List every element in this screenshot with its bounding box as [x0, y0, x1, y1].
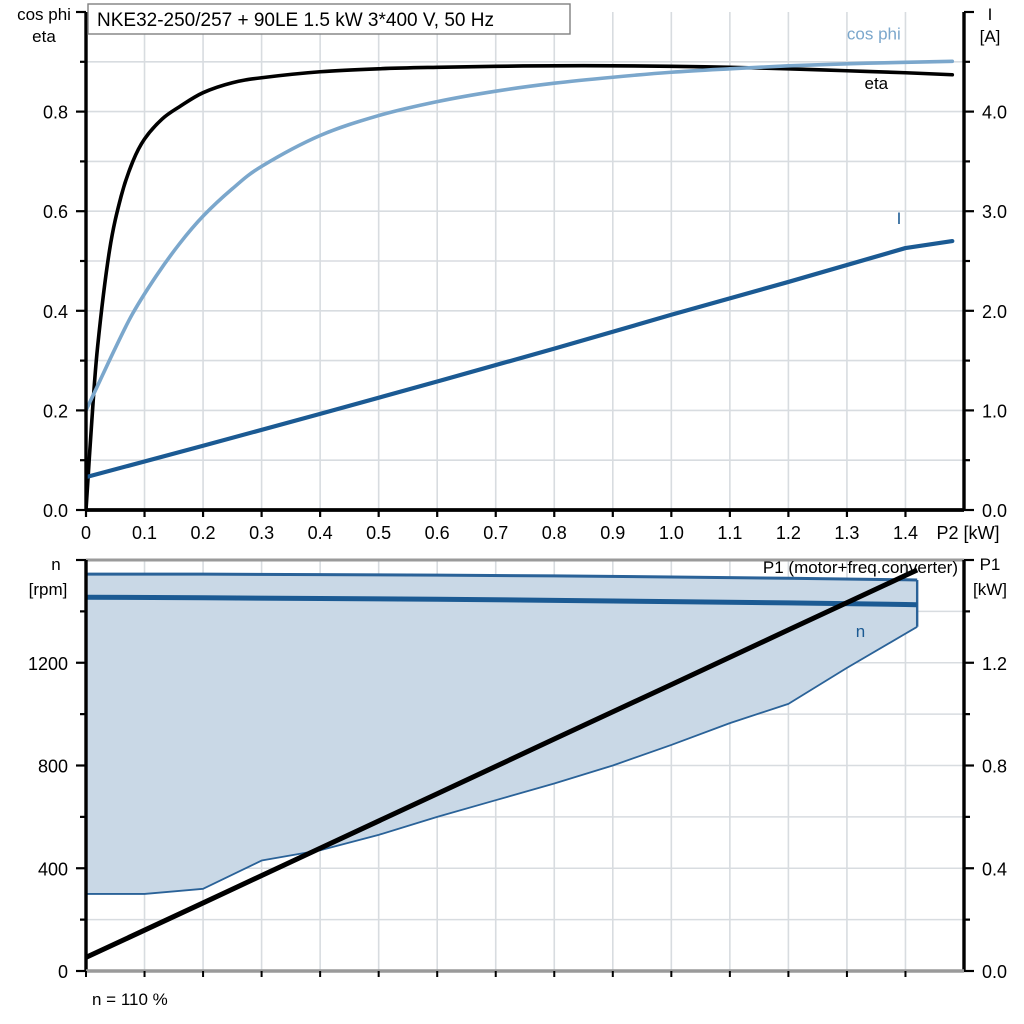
chart-title: NKE32-250/257 + 90LE 1.5 kW 3*400 V, 50 …: [97, 10, 494, 31]
lower-label-speed: n: [856, 622, 865, 641]
upper-xtick-label: 0.3: [249, 523, 274, 543]
upper-right-axis-title2: [A]: [980, 27, 1001, 46]
lower-chart: 0 400 800 1200 0.0 0.4 0.8 1.2 n [rpm] P1 [kW] P1 (m…: [28, 555, 1007, 1009]
lower-left-axis-title2: [rpm]: [29, 580, 68, 599]
lower-y2tick-label: 0.8: [982, 757, 1007, 777]
upper-chart: 0 0.1 0.2 0.3 0.4 0.5 0.6 0.7 0.8 0.9 1.0 1.1 1.2 1.3…: [17, 3, 1007, 543]
lower-curve-p1: [86, 567, 919, 960]
lower-curves: [86, 567, 919, 960]
upper-xtick-label: 0.4: [308, 523, 333, 543]
lower-ytick-label: 400: [38, 859, 68, 879]
lower-y2tick-label: 0.4: [982, 859, 1007, 879]
title-box: [87, 3, 571, 35]
upper-xaxis-label: P2 [kW]: [936, 523, 999, 543]
upper-xtick-label: 1.0: [659, 523, 684, 543]
upper-xtick-label: 0.8: [542, 523, 567, 543]
upper-ytick-label: 0.2: [43, 401, 68, 421]
upper-ytick-label: 0.6: [43, 202, 68, 222]
speed-range-band: [86, 574, 918, 894]
upper-xtick-label: 1.4: [893, 523, 918, 543]
upper-curves: [86, 59, 955, 510]
upper-ticks: [76, 10, 974, 517]
upper-xtick-label: 0: [81, 523, 91, 543]
upper-left-axis-title: cos phi: [17, 5, 71, 24]
lower-right-axis-title: P1: [980, 555, 1001, 574]
upper-xtick-label: 1.2: [776, 523, 801, 543]
lower-ytick-label: 800: [38, 757, 68, 777]
upper-xtick-label: 0.9: [600, 523, 625, 543]
upper-xtick-label: 0.5: [366, 523, 391, 543]
upper-curve-cos-phi: [86, 59, 955, 413]
lower-ticks: [76, 558, 974, 977]
upper-label-current: I: [897, 209, 902, 228]
p1-annotation: P1 (motor+freq.converter): [763, 558, 958, 577]
upper-y2tick-label: 4.0: [982, 103, 1007, 123]
upper-xtick-label: 1.1: [717, 523, 742, 543]
upper-ytick-label: 0.8: [43, 103, 68, 123]
upper-label-cos-phi: cos phi: [847, 24, 901, 43]
upper-right-axis-title: I: [988, 5, 993, 24]
upper-xtick-label: 0.7: [483, 523, 508, 543]
upper-ytick-label: 0.0: [43, 501, 68, 521]
footer-note: n = 110 %: [92, 990, 168, 1009]
band-upper-edge: [86, 572, 918, 582]
lower-y2tick-label: 0.0: [982, 962, 1007, 982]
lower-ytick-label: 0: [58, 962, 68, 982]
upper-y2tick-label: 3.0: [982, 202, 1007, 222]
upper-xtick-label: 0.1: [132, 523, 157, 543]
upper-xtick-label: 1.3: [834, 523, 859, 543]
upper-xtick-label: 0.2: [191, 523, 216, 543]
upper-y2tick-label: 0.0: [982, 501, 1007, 521]
lower-left-axis-title: n: [51, 555, 60, 574]
upper-ytick-label: 0.4: [43, 302, 68, 322]
upper-left-axis-title2: eta: [32, 27, 56, 46]
upper-y2tick-label: 1.0: [982, 401, 1007, 421]
lower-right-axis-title2: [kW]: [973, 580, 1007, 599]
lower-y2tick-label: 1.2: [982, 654, 1007, 674]
upper-label-eta: eta: [864, 74, 888, 93]
lower-ytick-label: 1200: [28, 654, 68, 674]
upper-gridlines: [86, 12, 964, 510]
band-lower-edge: [86, 626, 918, 895]
upper-xtick-label: 0.6: [425, 523, 450, 543]
lower-curve-speed: [86, 594, 918, 608]
upper-y2tick-label: 2.0: [982, 302, 1007, 322]
upper-curve-I: [86, 238, 955, 480]
